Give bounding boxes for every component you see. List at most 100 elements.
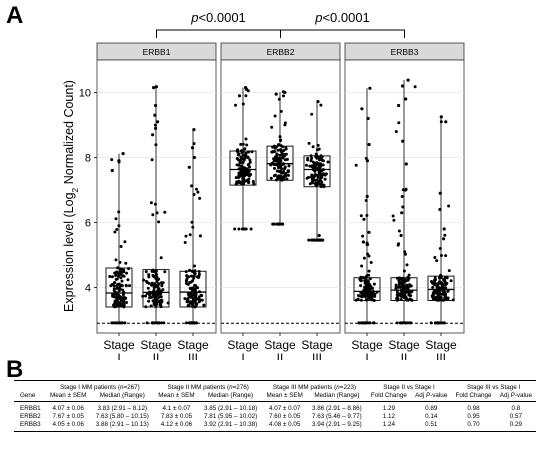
- data-point: [308, 164, 312, 168]
- data-point: [246, 156, 250, 160]
- data-point: [407, 273, 411, 277]
- data-point: [357, 321, 361, 325]
- data-point: [183, 241, 187, 244]
- data-point: [372, 321, 376, 325]
- significance-bracket: [280, 29, 405, 38]
- panel-title: ERBB1: [143, 47, 171, 57]
- data-point: [321, 163, 325, 167]
- data-point: [281, 171, 285, 175]
- x-tick-label: Stage: [351, 338, 383, 352]
- data-point: [237, 227, 241, 231]
- data-point: [148, 293, 151, 297]
- data-point: [119, 245, 123, 248]
- data-point: [280, 153, 284, 157]
- data-point: [185, 279, 188, 283]
- data-point: [147, 273, 151, 277]
- data-point: [188, 293, 192, 297]
- gene-column-header: Gene: [14, 391, 46, 402]
- data-point: [155, 285, 159, 289]
- data-point: [280, 222, 284, 226]
- data-point: [402, 294, 406, 298]
- data-point: [275, 153, 279, 157]
- data-point: [314, 173, 318, 177]
- data-point: [248, 158, 252, 162]
- data-point: [235, 157, 239, 160]
- data-point: [276, 148, 280, 152]
- outlier-point: [438, 191, 442, 195]
- data-point: [270, 125, 274, 129]
- data-point: [244, 156, 248, 159]
- data-point: [145, 321, 149, 325]
- data-point: [279, 169, 282, 173]
- mean-header: Mean ± SEM: [154, 391, 199, 402]
- data-point: [153, 123, 157, 127]
- gene-cell: ERBB3: [14, 420, 46, 432]
- data-point: [357, 294, 360, 297]
- data-point: [272, 157, 276, 161]
- data-point: [401, 286, 405, 290]
- data-point: [307, 141, 311, 145]
- box-plot-figure: ERBB1StageIStageIIStageIIIERBB2StageISta…: [62, 10, 465, 360]
- data-point: [432, 293, 435, 297]
- outlier-point: [444, 120, 448, 124]
- box: [390, 277, 418, 301]
- panel-a-letter: A: [6, 2, 24, 29]
- data-point: [198, 234, 202, 238]
- data-point: [446, 289, 450, 293]
- x-tick-label: II: [401, 351, 408, 360]
- data-point: [277, 166, 281, 170]
- data-point: [119, 273, 123, 277]
- data-point: [157, 300, 160, 304]
- data-point: [277, 158, 281, 162]
- x-tick-label: III: [312, 351, 322, 360]
- data-point: [322, 183, 326, 187]
- data-point: [324, 172, 328, 176]
- data-point: [193, 293, 197, 297]
- data-point: [283, 165, 287, 169]
- table-cell: 3.85 (2.91 – 10.18): [203, 405, 258, 412]
- box: [353, 277, 381, 301]
- data-point: [242, 170, 246, 174]
- data-point: [153, 202, 157, 206]
- data-point: [363, 285, 367, 289]
- table-cell: 7.63 (5.46 – 9.77): [312, 413, 362, 420]
- data-point: [122, 270, 126, 274]
- data-point: [408, 283, 411, 287]
- data-point: [435, 259, 439, 263]
- data-point: [405, 283, 409, 287]
- data-point: [160, 298, 164, 302]
- data-point: [274, 159, 277, 163]
- outlier-point: [152, 86, 156, 90]
- data-point: [362, 256, 366, 260]
- outlier-point: [317, 233, 321, 238]
- table-cell: 1.24: [366, 420, 412, 432]
- box: [303, 155, 331, 188]
- data-point: [438, 281, 442, 285]
- data-point: [307, 175, 310, 179]
- data-point: [316, 143, 320, 147]
- group-header-3-vs-1: Stage III vs Stage I: [451, 380, 536, 392]
- data-point: [395, 290, 399, 294]
- data-point: [114, 258, 118, 262]
- data-point: [119, 276, 123, 280]
- x-tick-label: Stage: [103, 338, 135, 352]
- outlier-point: [190, 146, 195, 150]
- data-point: [249, 173, 253, 176]
- data-point: [113, 321, 117, 325]
- data-point: [114, 274, 118, 277]
- data-point: [159, 292, 163, 296]
- data-point: [397, 242, 400, 246]
- data-point: [364, 292, 368, 296]
- significance-label: p<0.0001: [190, 10, 246, 25]
- data-point: [110, 321, 114, 325]
- group-header-stage-3: Stage III MM patients (n=223): [262, 380, 367, 392]
- outlier-point: [362, 217, 366, 221]
- mean-header: Mean ± SEM: [45, 391, 91, 402]
- outlier-point: [442, 237, 446, 241]
- data-point: [274, 155, 277, 159]
- data-point: [188, 233, 192, 237]
- data-point: [241, 181, 245, 184]
- data-point: [244, 94, 248, 98]
- data-point: [441, 284, 445, 288]
- data-point: [162, 321, 166, 325]
